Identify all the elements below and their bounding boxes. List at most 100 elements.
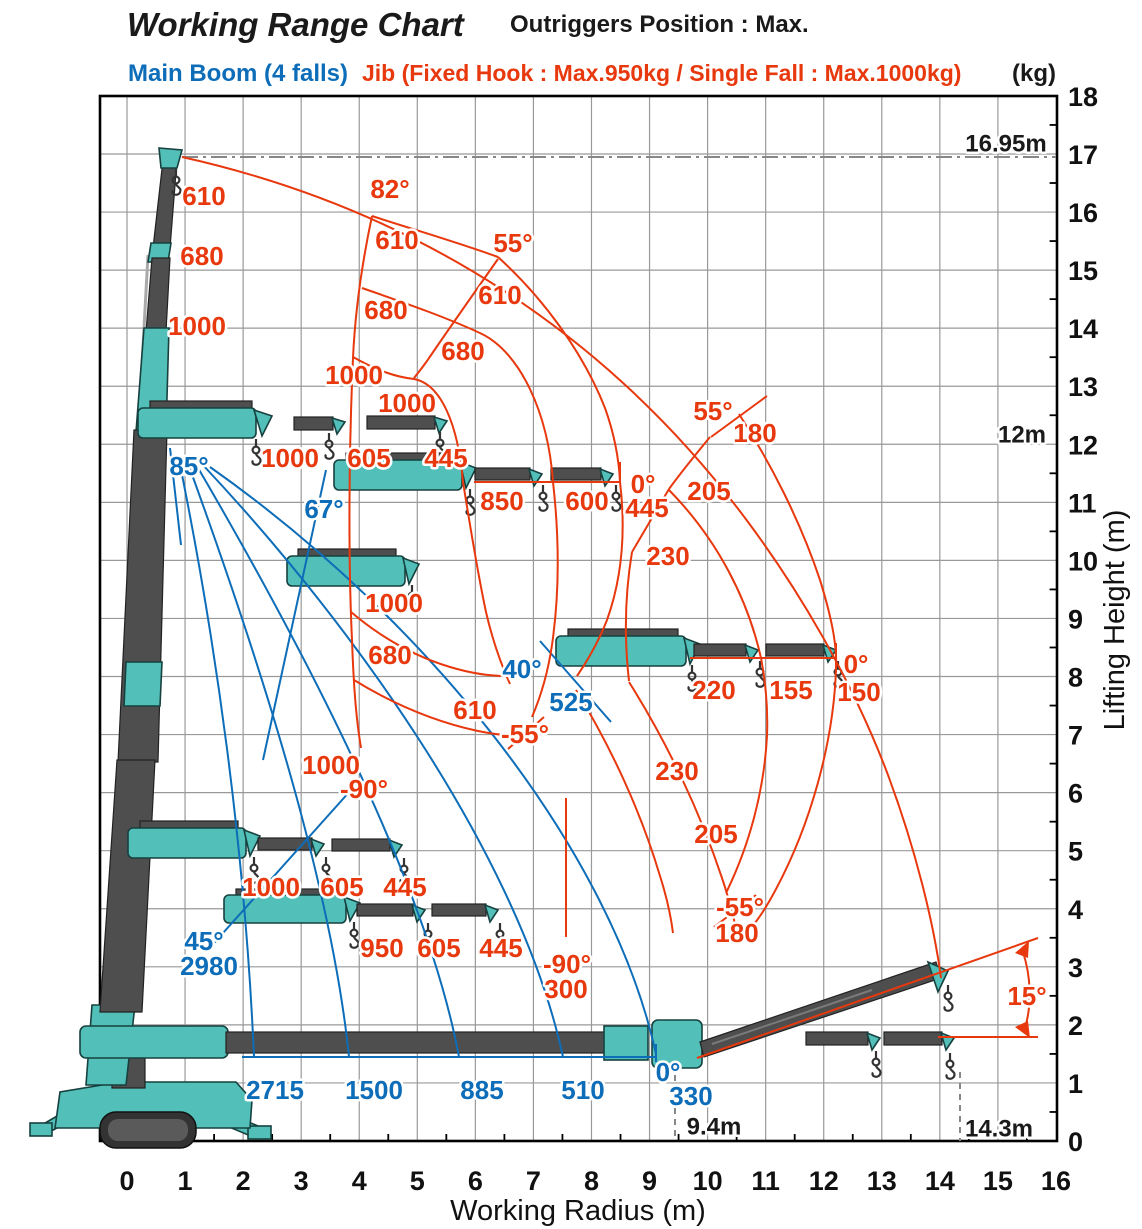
- boom-capacity-label: 330: [669, 1081, 712, 1111]
- boom-mid-section: [117, 429, 168, 763]
- dimension-label: 16.95m: [965, 131, 1046, 158]
- jib-capacity-label: 1000: [261, 443, 319, 473]
- jib-capacity-label: 55°: [693, 396, 732, 426]
- y-tick-label: 12: [1068, 430, 1098, 460]
- boom-capacity-label: 67°: [304, 494, 343, 524]
- y-tick-label: 10: [1068, 546, 1098, 576]
- jib-15deg-ref-line: [696, 937, 1039, 1059]
- crane-illustrations: [29, 147, 956, 1149]
- jib-capacity-label: 445: [424, 443, 467, 473]
- boom-raised-85: [99, 147, 184, 1013]
- boom-capacity-label: 1500: [345, 1075, 403, 1105]
- jib-capacity-label: 610: [453, 695, 496, 725]
- hook-icon: [324, 431, 335, 460]
- jib-minus55-tick-upper: [507, 716, 545, 750]
- boom-row-67deg: [286, 548, 421, 612]
- jib-capacity-label: 445: [625, 493, 668, 523]
- y-tick-label: 15: [1068, 256, 1098, 286]
- jib-capacity-label: 15°: [1007, 981, 1046, 1011]
- boom-capacity-label: 0°: [656, 1057, 681, 1087]
- x-tick-label: 9: [642, 1166, 657, 1196]
- jib-minus55-tick-lower: [713, 894, 757, 928]
- y-tick-label: 18: [1068, 82, 1098, 112]
- jib-capacity-label: 1000: [168, 311, 226, 341]
- jib-capacity-label: 1000: [378, 388, 436, 418]
- jib-capacity-label: 950: [360, 933, 403, 963]
- jib-capacity-label: 680: [368, 640, 411, 670]
- x-tick-label: 4: [352, 1166, 367, 1196]
- jib-capacity-label: 150: [837, 677, 880, 707]
- legend-unit-kg: (kg): [1012, 60, 1056, 87]
- x-tick-label: 10: [693, 1166, 723, 1196]
- jib-capacity-label: -90°: [340, 774, 388, 804]
- axis-tick-labels: 0 1 2 3 4 5 6 7 8 9 10 11 12 13 14 15 160123456789101112…: [119, 82, 1098, 1196]
- jib-head: [158, 147, 184, 169]
- boom-capacity-label: 2715: [246, 1075, 304, 1105]
- x-tick-label: 6: [468, 1166, 483, 1196]
- y-tick-label: 7: [1068, 721, 1083, 751]
- y-tick-label: 9: [1068, 604, 1083, 634]
- legend-main-boom: Main Boom (4 falls): [128, 60, 348, 87]
- x-tick-label: 13: [867, 1166, 897, 1196]
- hook-icon: [611, 483, 622, 512]
- y-tick-label: 8: [1068, 663, 1083, 693]
- jib-row-8m: [555, 628, 844, 692]
- boom-lower-section: [99, 759, 156, 1013]
- capacity-labels: 610680100082°6106801000100055°6106801000…: [166, 128, 1050, 1145]
- x-tick-label: 1: [178, 1166, 193, 1196]
- boom-capacity-label: 40°: [502, 654, 541, 684]
- hook-icon: [349, 920, 360, 949]
- jib-capacity-label: 600: [565, 486, 608, 516]
- jib-82deg-line: [352, 215, 373, 359]
- x-tick-label: 5: [410, 1166, 425, 1196]
- x-tick-label: 3: [294, 1166, 309, 1196]
- y-tick-label: 13: [1068, 372, 1098, 402]
- jib-capacity-label: 0°: [631, 469, 656, 499]
- jib-row-11m: [333, 452, 622, 516]
- boom-45deg-line: [205, 789, 352, 953]
- x-tick-label: 11: [751, 1166, 780, 1196]
- jib-capacity-label: 155: [769, 675, 812, 705]
- jib-capacity-label: 82°: [370, 174, 409, 204]
- x-tick-label: 15: [983, 1166, 1013, 1196]
- main-boom-range-curves: [169, 447, 657, 1062]
- boom-capacity-label: 885: [460, 1075, 503, 1105]
- jib-capacity-label: 0°: [844, 649, 869, 679]
- x-axis-title: Working Radius (m): [450, 1195, 706, 1227]
- jib-capacity-label: 205: [687, 476, 730, 506]
- jib-capacity-label: 850: [480, 486, 523, 516]
- boom-joint: [123, 661, 163, 707]
- dimension-label: 9.4m: [687, 1114, 742, 1141]
- boom-capacity-label: 2980: [180, 951, 238, 981]
- hook-icon: [871, 1049, 882, 1078]
- jib-capacity-label: 180: [715, 918, 758, 948]
- hook-icon: [251, 437, 262, 466]
- hook-icon: [943, 983, 954, 1012]
- dimension-label: 12m: [998, 422, 1046, 449]
- x-tick-label: 12: [809, 1166, 839, 1196]
- jib-capacity-label: 605: [417, 933, 460, 963]
- jib-row-4m: [223, 888, 506, 950]
- x-tick-label: 2: [236, 1166, 251, 1196]
- jib-capacity-label: 230: [646, 541, 689, 571]
- y-tick-label: 0: [1068, 1127, 1083, 1157]
- y-tick-label: 11: [1068, 488, 1097, 518]
- jib-capacity-label: -90°: [543, 949, 591, 979]
- jib-capacity-label: 605: [320, 872, 363, 902]
- jib-capacity-label: 300: [544, 974, 587, 1004]
- y-tick-label: 4: [1068, 895, 1083, 925]
- y-tick-label: 16: [1068, 198, 1098, 228]
- jib-capacity-label: 605: [347, 443, 390, 473]
- crawler-track-inner: [108, 1119, 188, 1141]
- y-tick-label: 5: [1068, 837, 1083, 867]
- jib-minus90-boundary: [348, 357, 362, 749]
- boom-85deg-line: [169, 447, 182, 546]
- jib-capacity-label: 680: [180, 241, 223, 271]
- x-tick-label: 14: [925, 1166, 955, 1196]
- jib-capacity-label: 680: [441, 336, 484, 366]
- boom-capacity-arc-2: [185, 457, 350, 1058]
- x-tick-label: 7: [526, 1166, 541, 1196]
- jib-capacity-label: 230: [655, 756, 698, 786]
- page-title: Working Range Chart: [127, 6, 466, 43]
